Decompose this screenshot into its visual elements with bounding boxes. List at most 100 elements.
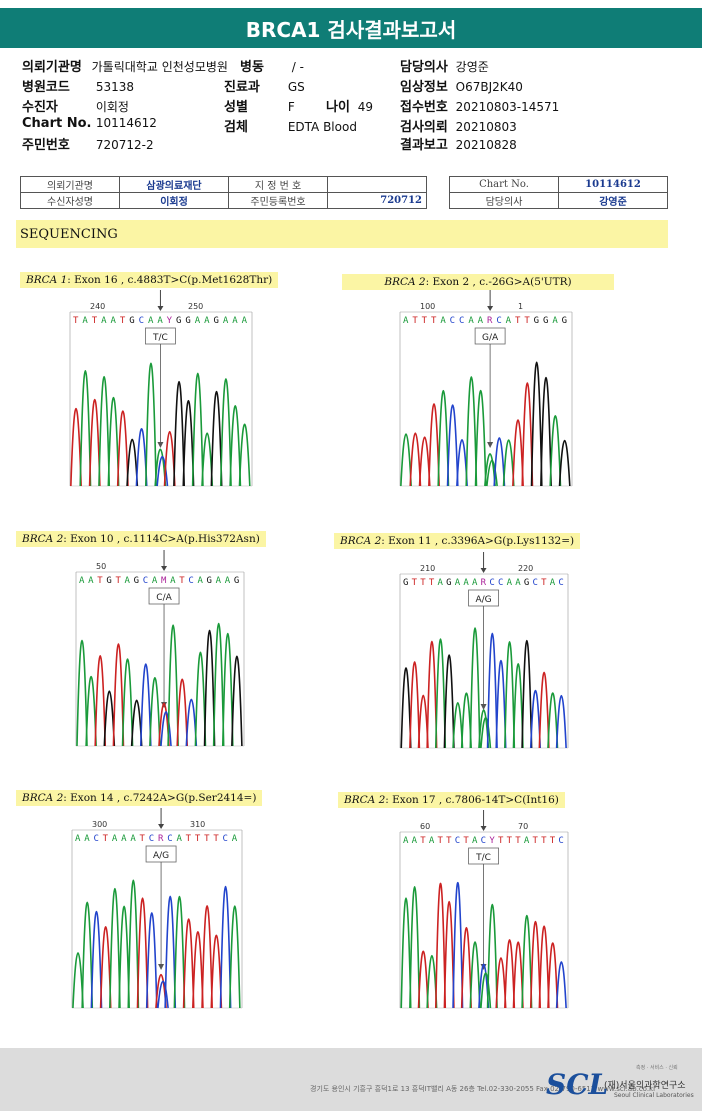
chart-value: 10114612 [95,116,157,130]
report-title-bar: BRCA1 검사결과보고서 [0,8,702,48]
call-pointer-head [480,964,487,970]
variant-detail: : Exon 16 , c.4883T>C(p.Met1628Thr) [67,274,273,286]
position-label: 220 [518,564,533,573]
report-label: 결과보고 [400,138,448,153]
receipt-value: 20210803-14571 [455,100,560,114]
base-letter: G [234,576,239,586]
variant-gene: BRCA 2 [340,535,382,547]
footer: 측정 · 서비스 · 신뢰 경기도 용인시 기흥구 흥덕1로 13 흥덕IT밸리… [0,1048,702,1111]
base-letter: A [84,834,90,844]
base-letter: Y [489,836,495,846]
trace-peak [400,667,412,749]
call-pointer-head [158,964,165,970]
base-letter: T [412,578,418,588]
trace-peak [126,438,139,487]
trace-peak [103,690,116,747]
trace-peak [70,408,82,487]
position-label: 50 [96,562,106,571]
trace-peak [173,381,186,487]
trace-peak [191,372,204,487]
base-letter: A [82,316,88,326]
site-arrow-head [480,568,487,573]
site-arrow-head [487,306,494,311]
info-clinical: 임상정보 O67BJ2K40 [400,76,523,95]
trace-peak [182,918,195,1009]
base-letter: G [185,316,190,326]
base-letter: C [558,836,563,846]
base-letter: T [186,834,192,844]
trace-peak [409,886,421,1009]
position-label: 310 [190,820,205,829]
trace-peak [90,911,103,1009]
trace-peak [443,654,455,749]
base-letter: G [214,316,219,326]
info-dept: 진료과 GS [224,76,305,95]
trace-peak [176,678,189,747]
base-letter: C [188,576,193,586]
scan-blank-2 [426,192,450,209]
dept-value: GS [287,80,305,94]
site-arrow-head [158,824,165,829]
trace-peak [144,362,157,487]
position-label: 1 [518,302,523,311]
base-letter: G [543,316,548,326]
base-letter: A [130,834,136,844]
base-letter: A [242,316,248,326]
base-letter: A [79,576,85,586]
scan-designation-label: 지 정 번 호 [228,176,328,193]
specimen-value: EDTA Blood [287,120,357,134]
base-letter: A [403,316,409,326]
scan-doctor-value: 강영준 [558,192,668,209]
info-report: 결과보고 20210828 [400,134,517,153]
variant-label: BRCA 2: Exon 2 , c.-26G>A(5'UTR) [342,274,614,290]
base-letter: A [438,578,444,588]
trace-peak [465,376,478,487]
trace-peak [145,912,158,1009]
call-pointer-head [487,442,494,448]
trace-peak [529,920,542,1009]
chromatogram-panel: 50A A T G T A G C A M A T C A G A A GC/A [75,550,245,747]
trace-peak [555,694,567,749]
base-letter: G [403,578,408,588]
base-letter: A [506,316,512,326]
age-label: 나이 [326,100,350,115]
base-letter: A [472,578,478,588]
clinical-label: 임상정보 [400,80,448,95]
trace-peak [547,692,559,749]
base-letter: G [446,578,451,588]
trace-peak [221,632,234,747]
chromatogram-panel: 60 70A A T A T T C T A C Y T T T A T T T CT/C [399,810,569,1009]
trace-peak [219,378,232,487]
info-ward: 병동 / - [224,56,304,75]
base-letter: T [463,836,469,846]
trace-peak [79,369,92,487]
variant-label: BRCA 2: Exon 10 , c.1114C>A(p.His372Asn) [16,531,266,547]
id-label: 주민번호 [22,138,70,153]
base-letter: A [468,316,474,326]
trace-peak [512,941,524,1009]
base-letter: A [515,578,521,588]
position-label: 210 [420,564,435,573]
trace-peak [558,439,571,487]
trace-peak [231,655,243,747]
trace-peak [85,675,97,747]
age-value: 49 [357,100,374,114]
scan-doctor-label: 담당의사 [449,192,559,209]
base-letter: A [440,316,446,326]
info-request: 검사의뢰 20210803 [400,116,517,135]
base-letter: T [431,316,437,326]
trace-peak [167,624,179,747]
base-letter: C [223,834,228,844]
variant-detail: : Exon 11 , c.3396A>G(p.Lys1132=) [381,535,575,547]
variant-gene: BRCA 2 [22,533,64,545]
trace-peak [163,431,176,487]
base-letter: T [532,836,538,846]
base-letter: T [550,836,556,846]
request-value: 20210803 [455,120,517,134]
base-letter: Y [167,316,173,326]
scan-recipient-value: 이회정 [119,192,229,209]
trace-peak [409,661,421,749]
trace-peak [154,448,167,487]
info-hospital-code: 병원코드 53138 [22,76,134,95]
trace-peak [428,403,440,487]
